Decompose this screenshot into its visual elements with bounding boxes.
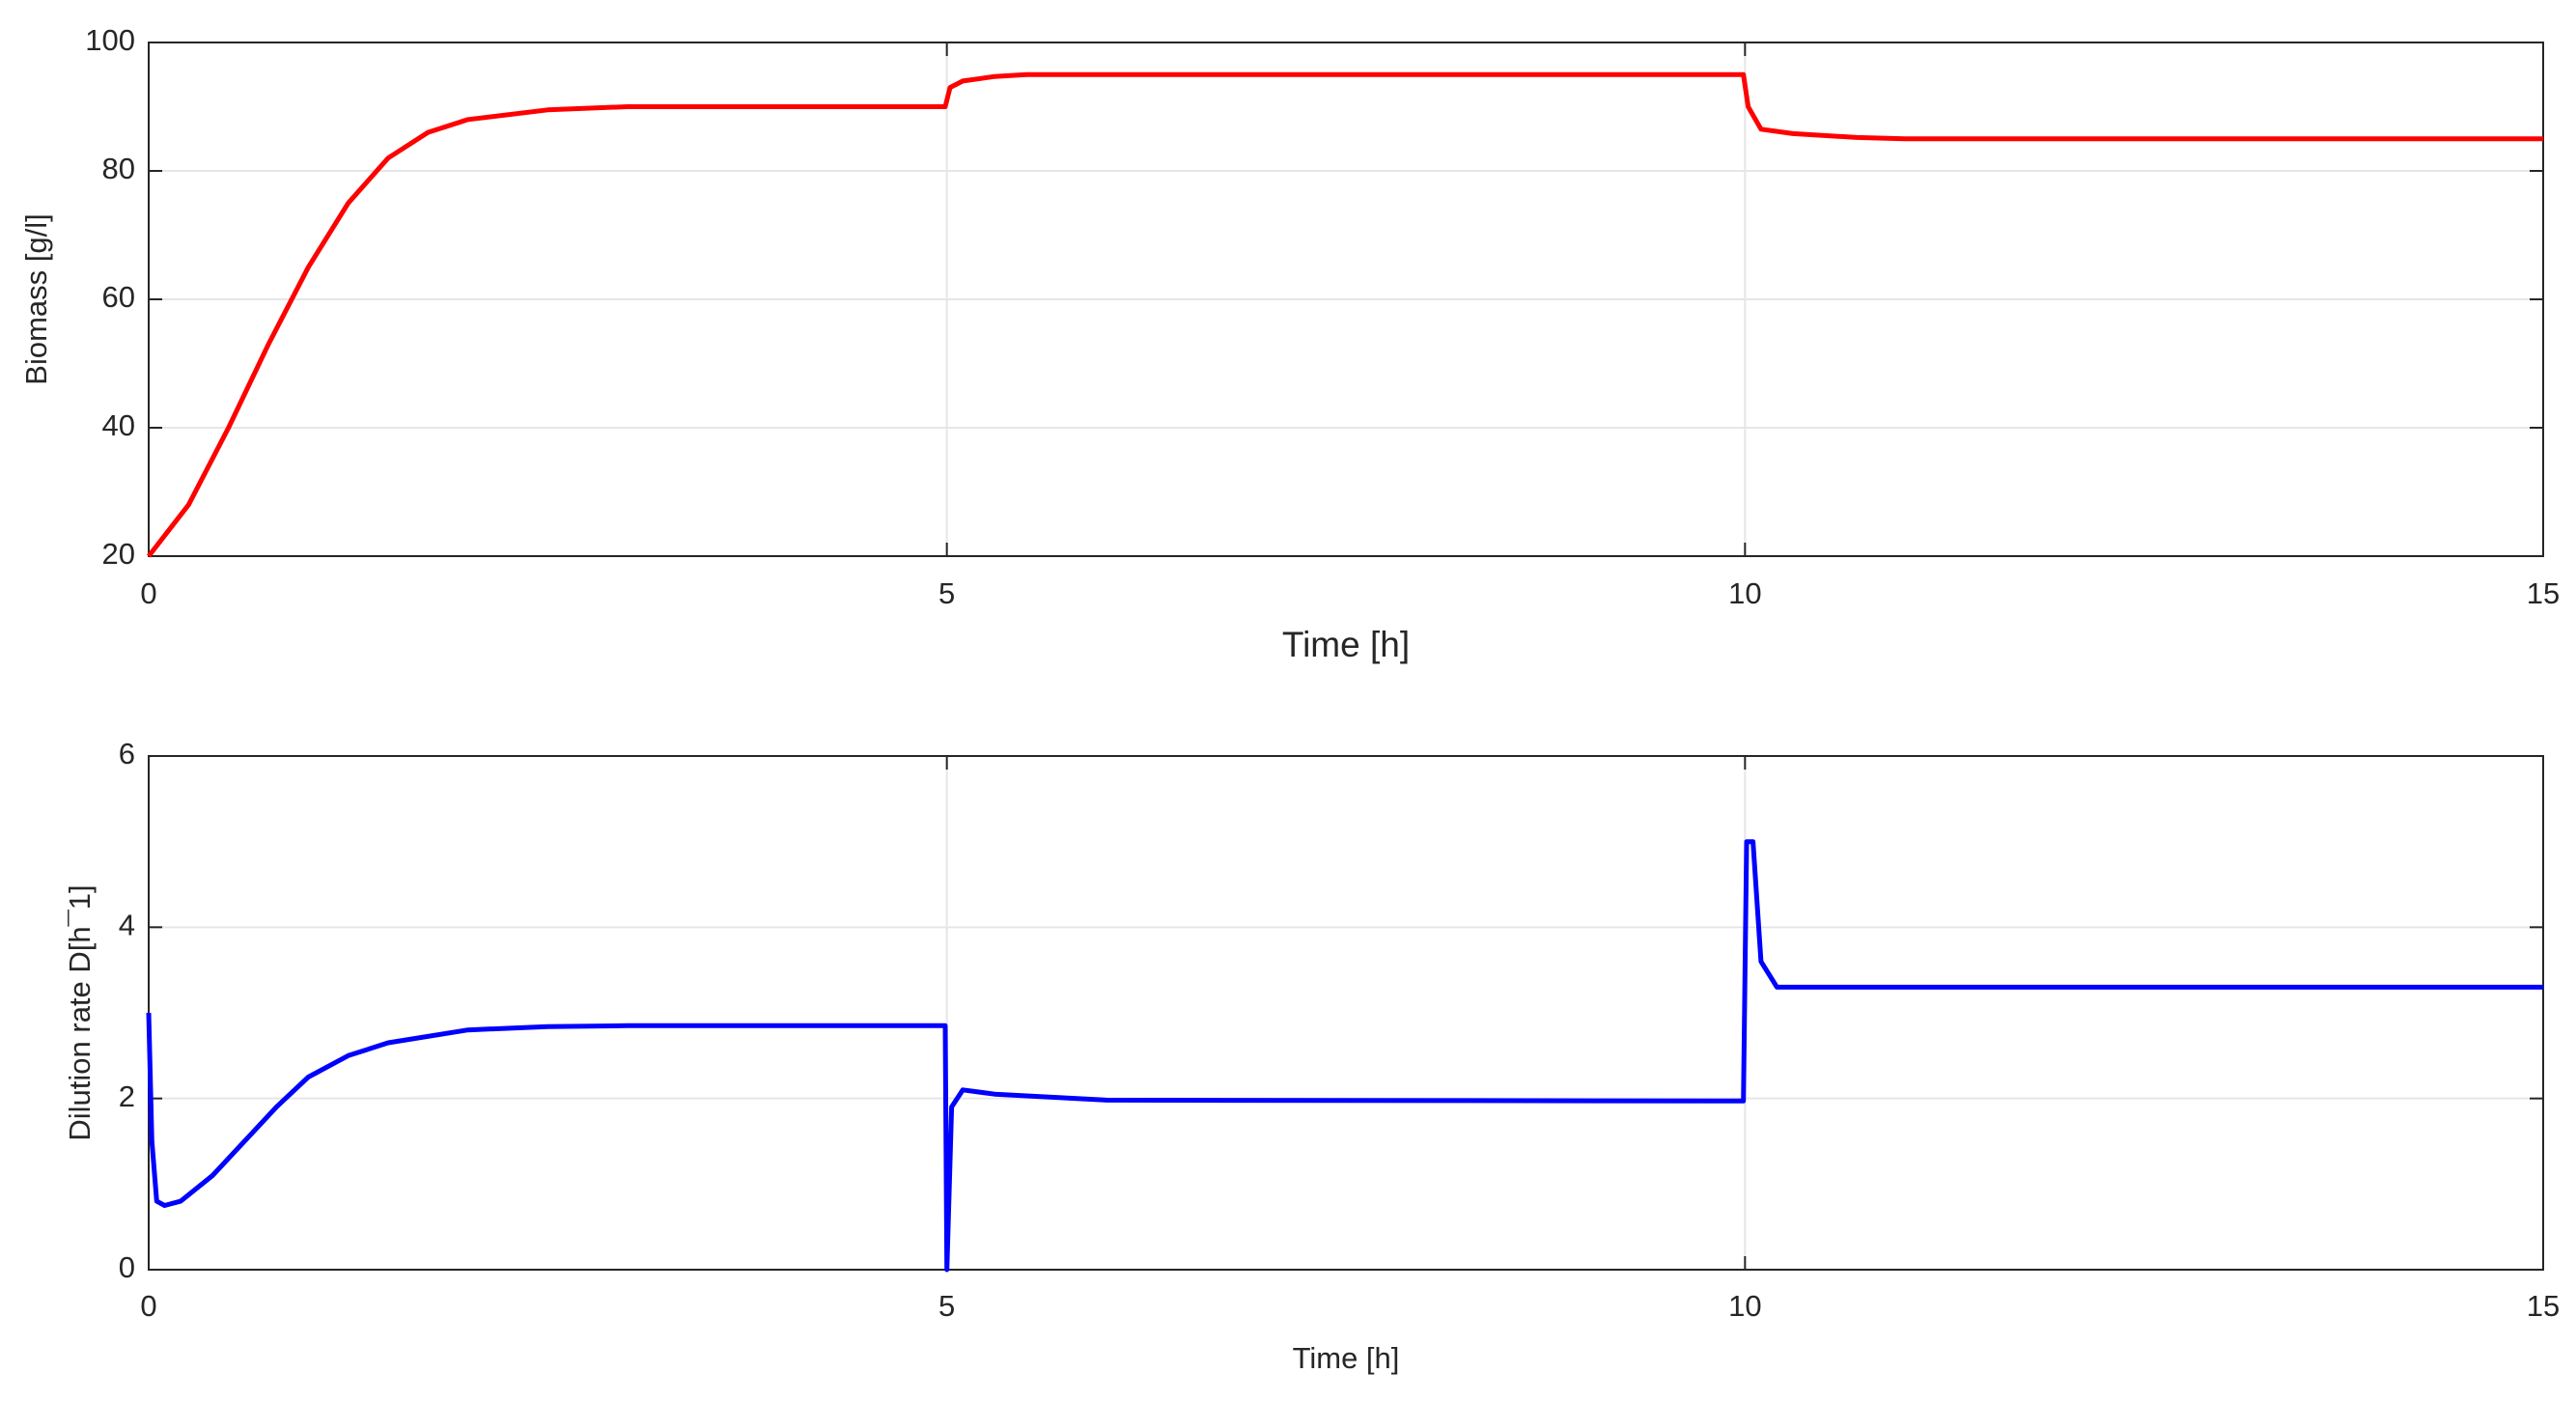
y-tick-label: 4	[119, 909, 135, 942]
x-tick-label: 0	[140, 1289, 156, 1323]
x-tick-label: 0	[140, 576, 156, 610]
x-axis-label: Time [h]	[1282, 625, 1410, 664]
x-tick-label: 10	[1728, 1289, 1761, 1323]
data-line	[146, 839, 2543, 1273]
x-tick-label: 5	[938, 1289, 955, 1323]
y-tick-label: 40	[102, 408, 135, 442]
x-tick-label: 15	[2527, 576, 2560, 610]
data-line	[147, 71, 2543, 558]
x-tick-label: 10	[1728, 576, 1761, 610]
y-tick-label: 100	[85, 23, 135, 57]
x-tick-label: 5	[938, 576, 955, 610]
y-axis-label: Biomass [g/l]	[19, 213, 53, 384]
y-tick-label: 80	[102, 152, 135, 185]
x-tick-label: 15	[2527, 1289, 2560, 1323]
y-axis-label: Dilution rate D[h¯1]	[63, 884, 97, 1140]
x-axis-label: Time [h]	[1293, 1341, 1400, 1375]
y-tick-label: 60	[102, 280, 135, 314]
y-tick-label: 2	[119, 1079, 135, 1113]
y-tick-label: 0	[119, 1250, 135, 1284]
y-tick-label: 6	[119, 737, 135, 771]
plot-area	[149, 756, 2543, 1270]
y-tick-label: 20	[102, 537, 135, 571]
axes-box	[148, 42, 2544, 557]
